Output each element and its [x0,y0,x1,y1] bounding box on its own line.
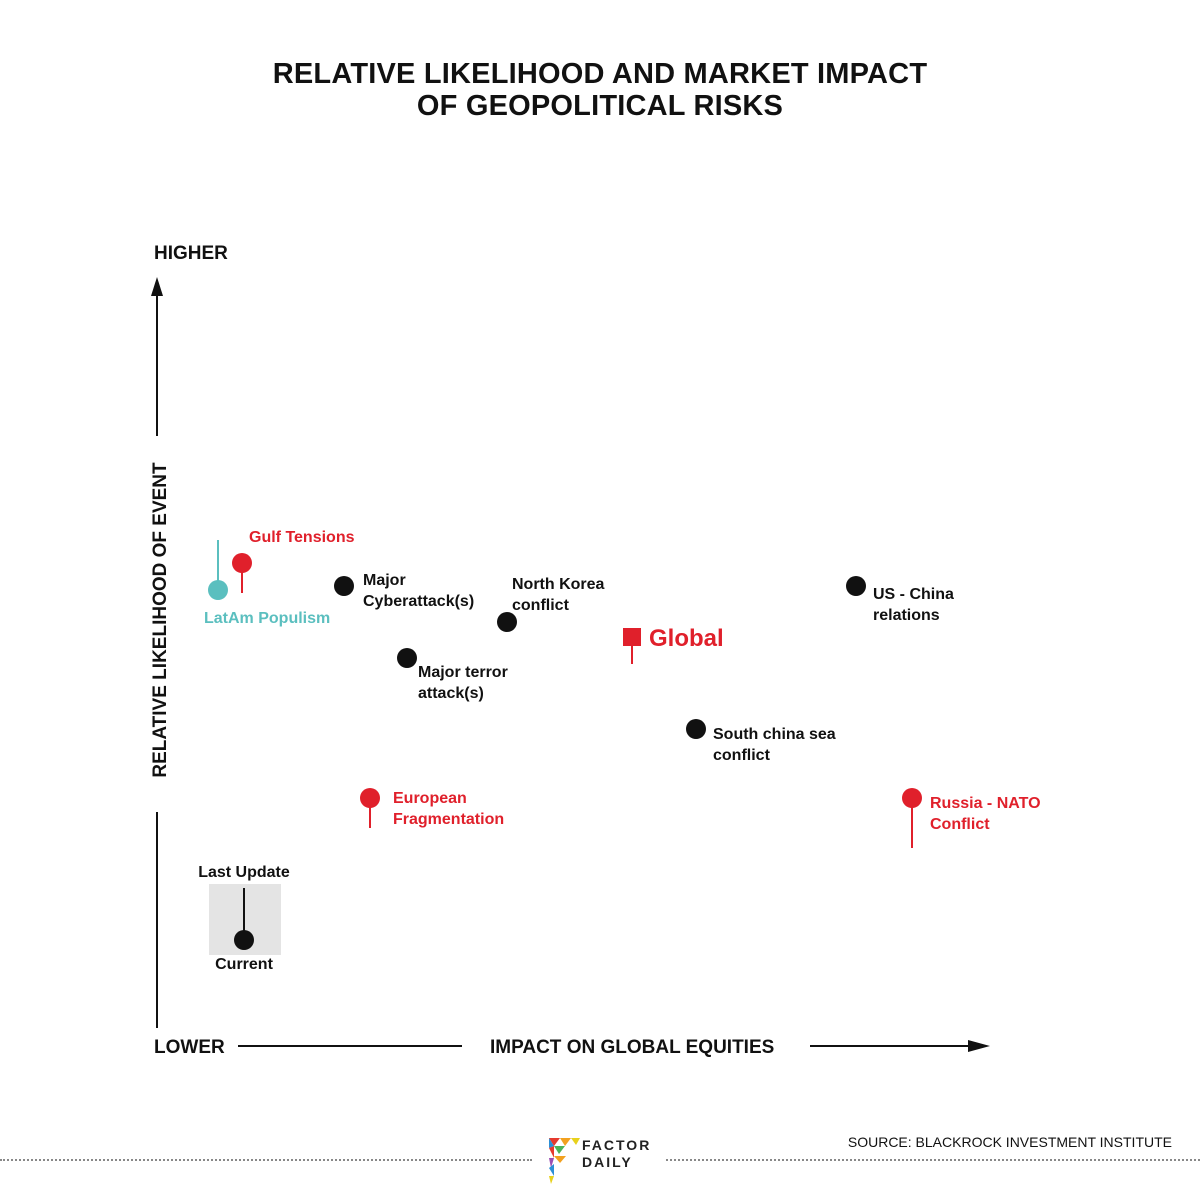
marker-major-cyberattack-s [334,576,354,596]
label-line: conflict [512,597,570,614]
point-latam-populism: LatAm Populism [204,540,330,627]
marker-north-korea-conflict [497,612,517,632]
y-axis-title: RELATIVE LIKELIHOOD OF EVENT [150,462,171,778]
label-us-china-relations: US - China relations [873,586,954,624]
label-line: conflict [713,747,771,764]
label-line: Major terror [418,664,508,681]
marker-major-terror-attack-s [397,648,417,668]
x-axis-arrowhead [968,1040,990,1052]
label-line: European [393,790,467,807]
chart-title-line1: RELATIVE LIKELIHOOD AND MARKET IMPACT [272,58,928,90]
factor-daily-logo-icon [549,1138,580,1184]
label-global: Global [649,625,724,652]
y-axis-high-label: HIGHER [154,243,228,264]
label-south-china-sea-conflict: South china sea conflict [713,726,836,764]
legend-current-label: Current [215,956,273,973]
marker-us-china-relations [846,576,866,596]
label-line: LatAm Populism [204,610,330,627]
logo-line1: FACTOR [582,1137,652,1153]
label-line: Conflict [930,816,990,833]
label-european-fragmentation: European Fragmentation [393,790,504,828]
label-line: Major [363,572,406,589]
footer-divider-right [666,1159,1200,1161]
point-global: Global [623,625,724,664]
marker-russia-nato-conflict [902,788,922,808]
label-latam-populism: LatAm Populism [204,610,330,627]
label-line: North Korea [512,576,605,593]
label-line: Global [649,625,724,652]
chart-title: RELATIVE LIKELIHOOD AND MARKET IMPACT OF… [0,58,1200,122]
label-major-terror-attack-s: Major terror attack(s) [418,664,508,702]
label-major-cyberattack-s: Major Cyberattack(s) [363,572,474,610]
footer-divider-left [0,1159,532,1161]
label-russia-nato-conflict: Russia - NATO Conflict [930,795,1041,833]
label-line: Russia - NATO [930,795,1041,812]
label-line: relations [873,607,940,624]
point-major-cyberattack-s: Major Cyberattack(s) [334,572,474,610]
source-credit: SOURCE: BLACKROCK INVESTMENT INSTITUTE [847,1134,1172,1150]
label-line: Cyberattack(s) [363,593,474,610]
legend-current-dot [234,930,254,950]
legend: Last Update Current [198,864,290,973]
label-gulf-tensions: Gulf Tensions [249,529,355,546]
x-axis-low-label: LOWER [154,1037,225,1058]
label-line: attack(s) [418,685,484,702]
label-north-korea-conflict: North Korea conflict [512,576,605,614]
factor-daily-logo: FACTOR DAILY [582,1137,651,1171]
x-axis-title: IMPACT ON GLOBAL EQUITIES [490,1037,774,1058]
point-us-china-relations: US - China relations [846,576,954,624]
point-major-terror-attack-s: Major terror attack(s) [397,648,508,702]
y-axis-arrowhead [151,277,163,296]
point-gulf-tensions: Gulf Tensions [232,529,355,593]
chart-title-line2: OF GEOPOLITICAL RISKS [416,90,784,122]
label-line: South china sea [713,726,836,743]
point-russia-nato-conflict: Russia - NATO Conflict [902,788,1041,848]
legend-last-update-label: Last Update [198,864,290,881]
label-line: Fragmentation [393,811,504,828]
point-south-china-sea-conflict: South china sea conflict [686,719,836,764]
point-north-korea-conflict: North Korea conflict [497,576,605,632]
logo-line2: DAILY [582,1154,633,1170]
data-points: Gulf Tensions LatAm Populism Major Cyberatt… [204,529,1041,848]
label-line: US - China [873,586,954,603]
marker-global [623,628,641,646]
point-european-fragmentation: European Fragmentation [360,788,504,828]
marker-european-fragmentation [360,788,380,808]
marker-gulf-tensions [232,553,252,573]
label-line: Gulf Tensions [249,529,355,546]
marker-latam-populism [208,580,228,600]
marker-south-china-sea-conflict [686,719,706,739]
